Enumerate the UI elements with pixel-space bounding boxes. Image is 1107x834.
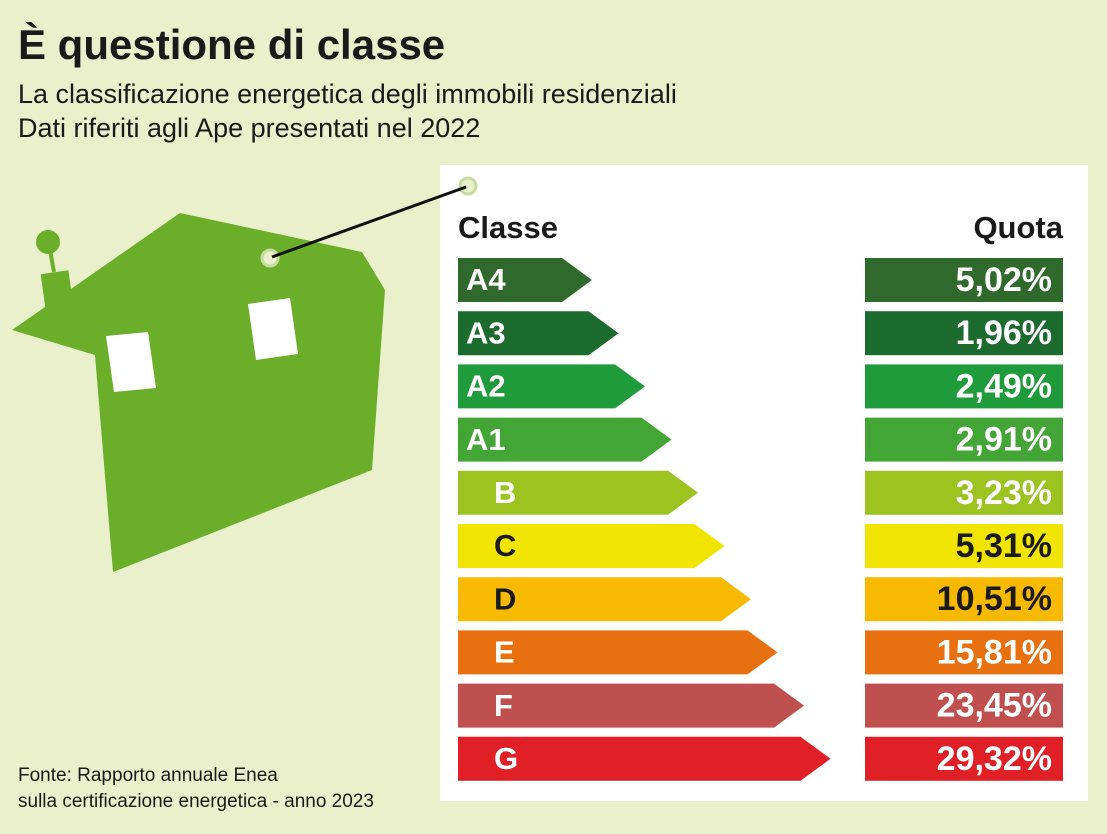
- class-label: F: [494, 688, 513, 723]
- quota-value: 1,96%: [956, 314, 1052, 352]
- pin: [458, 176, 478, 196]
- class-arrow: [458, 311, 619, 356]
- class-label: A1: [466, 422, 506, 457]
- quota-value: 5,31%: [956, 527, 1052, 565]
- class-arrow: [458, 364, 645, 409]
- quota-value: 5,02%: [956, 261, 1052, 299]
- quota-box: [865, 364, 1063, 409]
- quota-value: 3,23%: [956, 474, 1052, 512]
- class-arrow: [458, 736, 831, 781]
- quota-box: [865, 311, 1063, 356]
- class-arrow: [458, 577, 751, 622]
- quota-value: 23,45%: [937, 687, 1052, 725]
- class-label: E: [494, 635, 515, 670]
- quota-box: [865, 577, 1063, 622]
- quota-box: [865, 417, 1063, 462]
- subtitle: La classificazione energetica degli immo…: [18, 79, 677, 109]
- quota-value: 10,51%: [937, 580, 1052, 618]
- class-label: C: [494, 528, 516, 563]
- column-header: Classe: [458, 210, 558, 245]
- pin: [260, 248, 280, 268]
- quota-value: 2,49%: [956, 367, 1052, 405]
- class-label: G: [494, 741, 518, 776]
- quota-box: [865, 524, 1063, 568]
- source: sulla certificazione energetica - anno 2…: [18, 791, 374, 812]
- subtitle: Dati riferiti agli Ape presentati nel 20…: [18, 113, 480, 143]
- class-label: B: [494, 475, 516, 510]
- window: [106, 332, 156, 392]
- quota-box: [865, 258, 1063, 302]
- quota-value: 29,32%: [937, 740, 1052, 778]
- class-arrow: [458, 258, 592, 302]
- source: Fonte: Rapporto annuale Enea: [18, 765, 278, 786]
- window: [248, 298, 298, 360]
- quota-box: [865, 683, 1063, 728]
- column-header: Quota: [973, 210, 1063, 245]
- title: È questione di classe: [18, 21, 445, 68]
- class-arrow: [458, 417, 672, 462]
- class-label: A3: [466, 315, 506, 350]
- quota-box: [865, 470, 1063, 515]
- quota-box: [865, 736, 1063, 781]
- class-arrow: [458, 630, 778, 675]
- class-label: A2: [466, 369, 506, 404]
- quota-value: 2,91%: [956, 421, 1052, 459]
- house: [12, 213, 385, 572]
- class-label: A4: [466, 262, 506, 297]
- class-label: D: [494, 581, 516, 616]
- string: [271, 185, 467, 259]
- class-arrow: [458, 470, 698, 515]
- quota-box: [865, 630, 1063, 675]
- class-arrow: [458, 683, 804, 728]
- class-arrow: [458, 524, 725, 568]
- quota-value: 15,81%: [937, 633, 1052, 671]
